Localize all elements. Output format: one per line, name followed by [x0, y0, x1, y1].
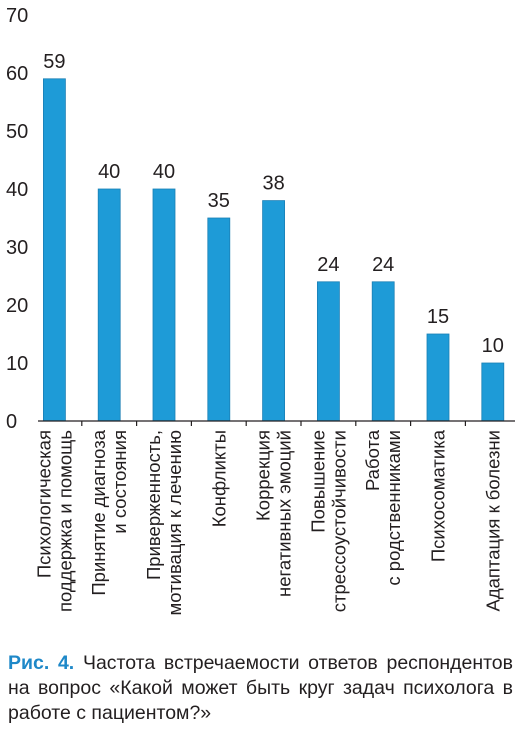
value-labels: 59 40 40 35 38 24 24 15 10: [43, 51, 504, 357]
bar: [262, 200, 286, 422]
data-label: 15: [427, 306, 449, 328]
x-tick-label-line: негативных эмоций: [274, 430, 295, 597]
data-label: 59: [43, 51, 65, 73]
x-tick-label-line: Коррекция: [253, 430, 274, 521]
x-tick-label: Повышение стрессоустойчивости: [307, 430, 349, 612]
x-tick-label-line: с родственниками: [383, 430, 404, 586]
figure-label: Рис. 4.: [8, 652, 75, 674]
y-tick-label: 40: [6, 179, 28, 201]
x-tick-label-line: Психосоматика: [428, 429, 449, 562]
x-tick-label: Принятие диагноза и состояния: [88, 429, 130, 595]
x-tick-label-line: Психологическая: [33, 430, 54, 578]
data-label: 10: [482, 335, 504, 357]
data-label: 40: [98, 161, 120, 183]
data-label: 40: [153, 161, 175, 183]
x-tick-label-line: Принятие диагноза: [88, 429, 109, 595]
figure-caption: Рис. 4. Частота встречаемости ответов ре…: [8, 651, 513, 726]
bar: [371, 281, 395, 422]
bar: [43, 78, 66, 422]
y-tick-label: 70: [6, 5, 28, 27]
x-tick-label: Адаптация к болезни: [482, 430, 503, 612]
y-tick-label: 10: [6, 353, 28, 375]
y-tick-label: 30: [6, 237, 28, 259]
data-label: 24: [372, 254, 394, 276]
x-tick-label-line: Приверженность,: [143, 430, 164, 580]
x-tick-label-line: Повышение: [307, 430, 328, 533]
bar-chart: 0 10 20 30 40 50 60 70 59 40 40 35 38 24 24 15 10 Психо…: [6, 5, 515, 615]
y-axis: 0 10 20 30 40 50 60 70: [6, 5, 28, 433]
x-tick-label: Приверженность, мотивация к лечению: [143, 430, 185, 616]
x-tick-label-line: поддержка и помощь: [54, 430, 75, 612]
x-tick-label-line: стрессоустойчивости: [328, 430, 349, 612]
x-tick-label-line: и состояния: [109, 430, 130, 534]
x-tick-label-line: Адаптация к болезни: [482, 430, 503, 612]
bar: [97, 188, 121, 422]
x-tick-label-line: Работа: [362, 429, 383, 491]
x-axis: [38, 420, 515, 426]
x-tick-label-line: мотивация к лечению: [164, 430, 185, 616]
data-label: 38: [262, 173, 284, 195]
x-tick-label-line: Конфликты: [208, 430, 229, 527]
y-tick-label: 50: [6, 121, 28, 143]
data-label: 35: [208, 190, 230, 212]
x-tick-label: Работа с родственниками: [362, 429, 404, 585]
bars: [43, 78, 505, 422]
bar: [316, 281, 340, 422]
x-tick-label: Психологическая поддержка и помощь: [33, 430, 75, 612]
data-label: 24: [317, 254, 339, 276]
bar: [426, 333, 450, 422]
x-tick-label: Коррекция негативных эмоций: [253, 430, 295, 597]
x-labels: Психологическая поддержка и помощь Приняти…: [33, 429, 503, 615]
x-tick-label: Конфликты: [208, 430, 229, 527]
caption-text: Частота встречаемости ответов респондент…: [8, 652, 514, 724]
bar: [207, 217, 231, 422]
y-tick-label: 60: [6, 63, 28, 85]
x-tick-label: Психосоматика: [428, 429, 449, 562]
bar: [481, 362, 505, 422]
y-tick-label: 20: [6, 295, 28, 317]
y-tick-label: 0: [6, 411, 17, 433]
bar: [152, 188, 176, 422]
